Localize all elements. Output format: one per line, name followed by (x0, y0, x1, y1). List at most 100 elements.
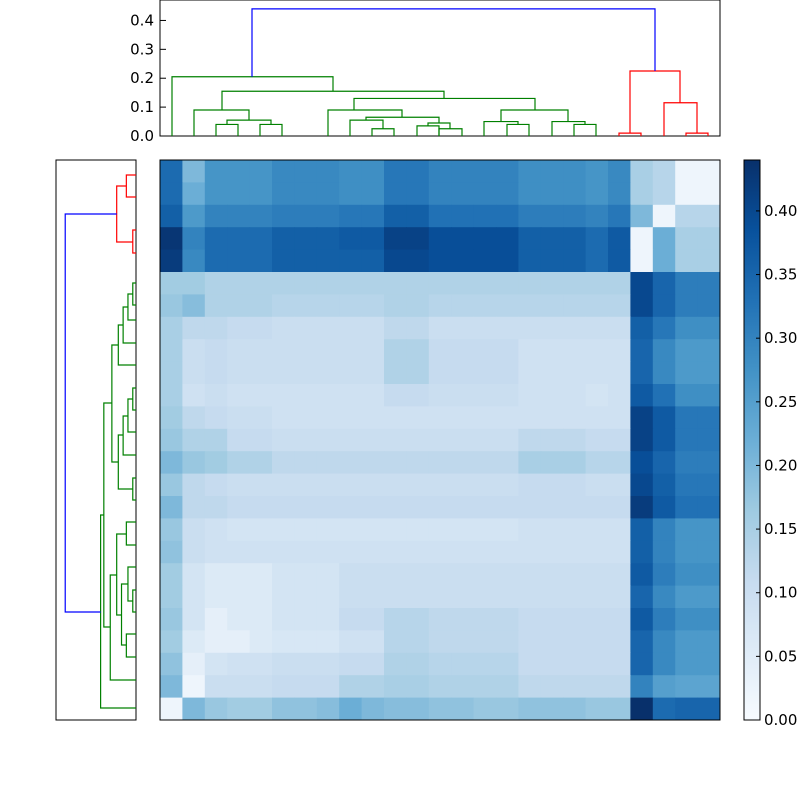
heatmap-cell (339, 451, 363, 475)
left-dendrogram (55, 159, 137, 721)
heatmap-cell (227, 518, 251, 542)
heatmap-cell (384, 451, 407, 475)
heatmap-cell (675, 585, 699, 609)
heatmap-cell (496, 361, 519, 385)
heatmap-cell (652, 272, 676, 295)
heatmap-cell (361, 294, 385, 318)
heatmap-cell (227, 406, 251, 430)
heatmap-cell (294, 540, 318, 564)
heatmap-cell (608, 585, 631, 609)
heatmap-cell (518, 428, 542, 452)
heatmap-cell (563, 540, 587, 564)
heatmap-cell (451, 428, 475, 452)
heatmap-cell (160, 675, 183, 699)
heatmap-cell (451, 652, 475, 676)
heatmap-cell (518, 697, 542, 721)
heatmap-cell (652, 384, 676, 407)
heatmap-cell (272, 608, 295, 631)
heatmap-cell (496, 428, 519, 452)
heatmap-cell (272, 451, 295, 475)
heatmap-cell (630, 316, 654, 340)
left-dendrogram-link (120, 583, 128, 646)
heatmap-cell (227, 384, 251, 407)
heatmap-cell (473, 160, 497, 183)
heatmap-cell (697, 160, 721, 183)
heatmap-cell (473, 496, 497, 519)
heatmap-cell (361, 585, 385, 609)
heatmap-cell (339, 563, 363, 587)
heatmap-cell (518, 540, 542, 564)
heatmap-cell (630, 294, 654, 318)
heatmap-cell (384, 518, 407, 542)
heatmap-cell (204, 160, 228, 183)
heatmap-cell (697, 428, 721, 452)
heatmap-cell (272, 675, 295, 699)
heatmap-cell (608, 697, 631, 721)
heatmap-cell (428, 496, 452, 519)
heatmap-cell (272, 496, 295, 519)
heatmap-cell (697, 675, 721, 699)
heatmap-cell (518, 294, 542, 318)
heatmap-cell (204, 563, 228, 587)
heatmap-frame (159, 159, 721, 721)
heatmap-cell (249, 697, 273, 721)
colorbar-ticks: 0.00 0.05 0.10 0.15 0.20 0.25 0.30 0.35 0.40 (756, 202, 797, 729)
heatmap-cell (563, 451, 587, 475)
colorbar: 0.00 0.05 0.10 0.15 0.20 0.25 0.30 0.35 0.40 (743, 159, 797, 729)
heatmap-cell (563, 697, 587, 721)
heatmap-cell (652, 697, 676, 721)
heatmap-cell (585, 540, 609, 564)
heatmap-cell (428, 630, 452, 654)
heatmap-cell (630, 697, 654, 721)
top-dendrogram-tick-label: 0.1 (130, 98, 154, 116)
heatmap-cell (563, 182, 587, 206)
heatmap-cell (406, 428, 430, 452)
heatmap-cell (518, 384, 542, 407)
heatmap-cell (227, 249, 251, 273)
heatmap-cell (675, 227, 699, 251)
heatmap-cell (272, 473, 295, 497)
heatmap-cell (384, 316, 407, 340)
heatmap-cell (384, 652, 407, 676)
heatmap-cell (384, 272, 407, 295)
heatmap-cell (540, 428, 564, 452)
heatmap-cell (585, 428, 609, 452)
heatmap-cell (630, 496, 654, 519)
heatmap-cell (227, 316, 251, 340)
heatmap-cell (518, 630, 542, 654)
heatmap-cell (608, 316, 631, 340)
heatmap-cell (227, 361, 251, 385)
heatmap-cell (496, 160, 519, 183)
heatmap-cell (249, 585, 273, 609)
heatmap-cell (384, 585, 407, 609)
heatmap-cell (227, 182, 251, 206)
heatmap-cell (160, 473, 183, 497)
heatmap-cell (361, 182, 385, 206)
heatmap-cell (697, 451, 721, 475)
heatmap-cell (608, 428, 631, 452)
heatmap-cell (182, 451, 206, 475)
heatmap-cell (182, 697, 206, 721)
heatmap-cell (294, 451, 318, 475)
heatmap-cell (675, 540, 699, 564)
heatmap-cell (249, 675, 273, 699)
heatmap-cell (675, 675, 699, 699)
heatmap-cell (339, 608, 363, 631)
left-dendrogram-link (125, 633, 136, 658)
heatmap-cell (563, 339, 587, 363)
heatmap-cell (675, 316, 699, 340)
heatmap-cell (608, 272, 631, 295)
heatmap-cell (608, 204, 631, 228)
heatmap-cell (182, 652, 206, 676)
heatmap-cell (652, 361, 676, 385)
left-dendrogram-link (132, 477, 136, 501)
heatmap-cell (227, 563, 251, 587)
heatmap-cell (473, 384, 497, 407)
heatmap-cell (294, 585, 318, 609)
heatmap-cell (294, 630, 318, 654)
heatmap-cell (585, 563, 609, 587)
heatmap-cell (518, 316, 542, 340)
heatmap-cell (630, 182, 654, 206)
heatmap-cell (204, 451, 228, 475)
heatmap-cell (227, 675, 251, 699)
